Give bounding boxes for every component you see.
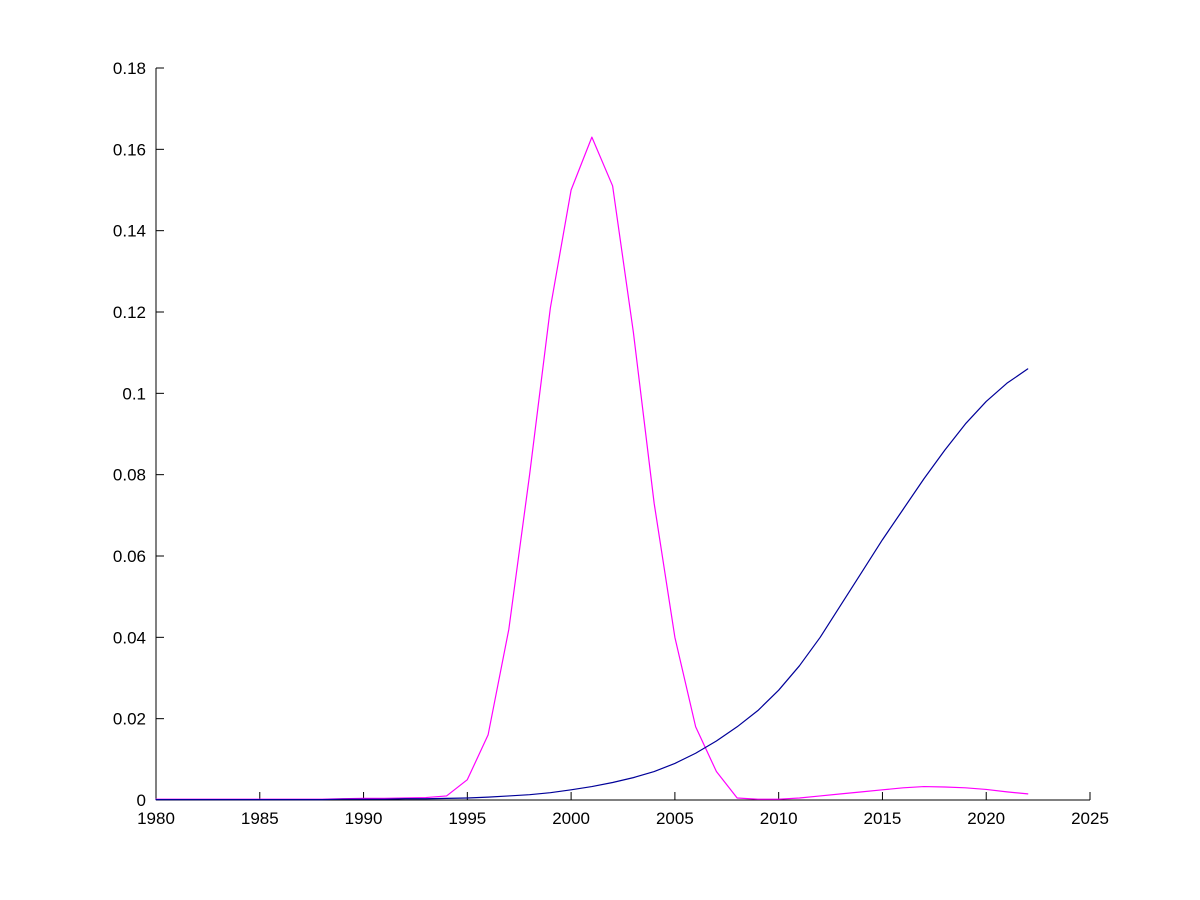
y-tick-label: 0.18 xyxy=(113,59,146,78)
x-tick-label: 1995 xyxy=(448,809,486,828)
y-tick-label: 0.08 xyxy=(113,466,146,485)
y-tick-label: 0.16 xyxy=(113,140,146,159)
y-tick-label: 0.12 xyxy=(113,303,146,322)
blue-sigmoid-series xyxy=(155,368,1029,801)
y-tick-label: 0.02 xyxy=(113,710,146,729)
x-tick-label: 1980 xyxy=(137,809,175,828)
y-tick-label: 0.06 xyxy=(113,547,146,566)
x-tick-label: 2005 xyxy=(656,809,694,828)
x-tick-label: 1990 xyxy=(345,809,383,828)
x-tick-label: 2015 xyxy=(864,809,902,828)
y-tick-label: 0.04 xyxy=(113,628,146,647)
x-tick-label: 1985 xyxy=(241,809,279,828)
y-tick-label: 0.14 xyxy=(113,222,146,241)
x-tick-label: 2020 xyxy=(967,809,1005,828)
y-tick-label: 0.1 xyxy=(122,384,146,403)
x-tick-label: 2010 xyxy=(760,809,798,828)
x-tick-label: 2000 xyxy=(552,809,590,828)
y-tick-label: 0 xyxy=(137,791,146,810)
x-tick-label: 2025 xyxy=(1071,809,1109,828)
